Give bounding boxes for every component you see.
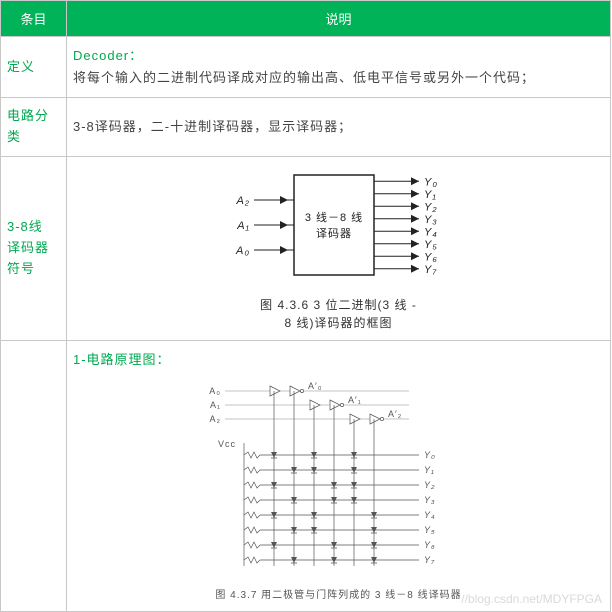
svg-text:A′₁: A′₁: [348, 395, 362, 405]
header-desc: 说明: [67, 1, 611, 37]
desc-symbol: 3 线－8 线译码器 A₂ A₁ A₀ Y₀Y₁Y₂Y₃Y₄Y₅Y₆Y₇ 图 4.3.6…: [67, 156, 611, 340]
decoder-table: 条目 说明 定义 Decoder： 将每个输入的二进制代码译成对应的输出高、低电…: [0, 0, 611, 612]
label-circuit: [1, 340, 67, 611]
svg-text:Y₂: Y₂: [424, 201, 438, 213]
svg-text:A₂: A₂: [209, 414, 221, 424]
svg-text:Y₃: Y₃: [424, 495, 436, 505]
svg-text:Y₀: Y₀: [424, 176, 438, 188]
svg-text:Y₄: Y₄: [424, 226, 438, 238]
diode-matrix-diagram: A₀ A′₀ A₁ A′₁ A₂ A′₂ Vcc Y₀ Y₁ Y₂ Y₃ Y₄ Y₅ Y₆ Y₇: [189, 377, 489, 577]
label-symbol: 3-8线 译码器 符号: [1, 156, 67, 340]
circuit-title: 1-电路原理图：: [73, 349, 604, 371]
svg-text:A₁: A₁: [209, 400, 220, 410]
row-symbol: 3-8线 译码器 符号 3 线－8 线译码器 A₂ A₁ A₀ Y₀Y₁Y₂Y₃Y₄Y₅…: [1, 156, 611, 340]
svg-text:Y₆: Y₆: [424, 540, 436, 550]
svg-text:A₀: A₀: [209, 386, 221, 396]
svg-text:A′₀: A′₀: [308, 381, 322, 391]
symbol-caption: 图 4.3.6 3 位二进制(3 线 - 8 线)译码器的框图: [73, 296, 604, 332]
desc-circuit: 1-电路原理图： A₀ A′₀ A₁ A′₁ A₂ A′₂ Vcc Y₀ Y₁ Y₂ Y₃ Y₄ Y₅ Y…: [67, 340, 611, 611]
symbol-caption-l2: 8 线)译码器的框图: [284, 316, 392, 330]
label-definition: 定义: [1, 37, 67, 98]
svg-text:Y₇: Y₇: [424, 555, 435, 565]
svg-text:Y₃: Y₃: [424, 214, 438, 226]
decoder-word: Decoder：: [73, 48, 143, 63]
svg-text:Y₅: Y₅: [424, 525, 436, 535]
desc-definition: Decoder： 将每个输入的二进制代码译成对应的输出高、低电平信号或另外一个代…: [67, 37, 611, 98]
row-circuit: 1-电路原理图： A₀ A′₀ A₁ A′₁ A₂ A′₂ Vcc Y₀ Y₁ Y₂ Y₃ Y₄ Y₅ Y…: [1, 340, 611, 611]
svg-text:Y₁: Y₁: [424, 189, 437, 201]
svg-text:A₀: A₀: [235, 245, 250, 257]
decoder-block-diagram: 3 线－8 线译码器 A₂ A₁ A₀ Y₀Y₁Y₂Y₃Y₄Y₅Y₆Y₇: [204, 165, 474, 285]
svg-text:Y₁: Y₁: [424, 465, 435, 475]
header-item: 条目: [1, 1, 67, 37]
definition-text: 将每个输入的二进制代码译成对应的输出高、低电平信号或另外一个代码；: [73, 70, 535, 85]
svg-text:译码器: 译码器: [316, 227, 352, 240]
row-category: 电路分 类 3-8译码器，二-十进制译码器，显示译码器；: [1, 98, 611, 157]
symbol-caption-l1: 图 4.3.6 3 位二进制(3 线 -: [260, 298, 417, 312]
svg-text:Vcc: Vcc: [217, 439, 235, 449]
svg-text:Y₆: Y₆: [424, 251, 438, 263]
svg-text:A′₂: A′₂: [388, 409, 402, 419]
svg-text:Y₇: Y₇: [424, 264, 437, 276]
circuit-caption: 图 4.3.7 用二极管与门阵列成的 3 线－8 线译码器: [73, 588, 604, 603]
svg-text:A₁: A₁: [236, 220, 250, 232]
svg-text:A₂: A₂: [235, 195, 250, 207]
label-category: 电路分 类: [1, 98, 67, 157]
svg-text:Y₅: Y₅: [424, 239, 438, 251]
svg-text:Y₄: Y₄: [424, 510, 436, 520]
svg-text:Y₂: Y₂: [424, 480, 435, 490]
svg-text:Y₀: Y₀: [424, 450, 436, 460]
svg-text:3 线－8 线: 3 线－8 线: [304, 210, 362, 224]
desc-category: 3-8译码器，二-十进制译码器，显示译码器；: [67, 98, 611, 157]
row-definition: 定义 Decoder： 将每个输入的二进制代码译成对应的输出高、低电平信号或另外…: [1, 37, 611, 98]
